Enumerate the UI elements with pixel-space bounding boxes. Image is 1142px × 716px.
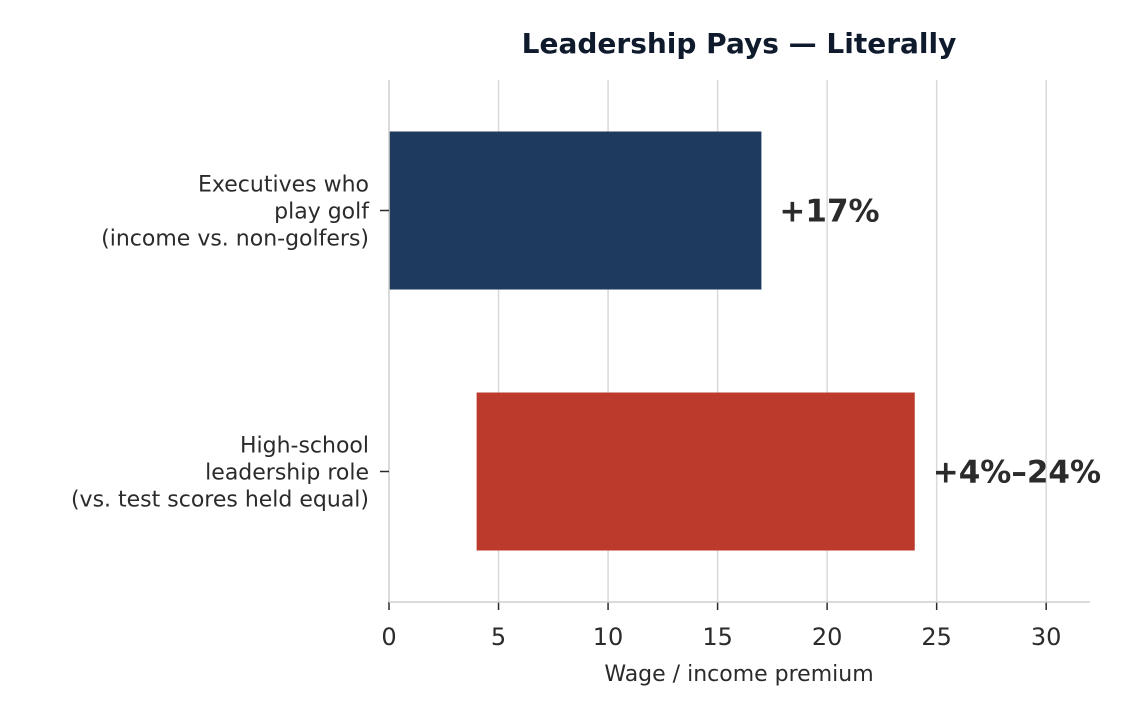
- axis-layer: 0 5 10 15 20 25 30: [380, 80, 1090, 651]
- chart-title: Leadership Pays — Literally: [522, 27, 957, 60]
- category-label-0: Executives who play golf (income vs. non-g…: [101, 173, 370, 252]
- category-label-line: (vs. test scores held equal): [71, 488, 369, 513]
- x-tick-label-3: 15: [702, 623, 733, 651]
- x-tick-label-0: 0: [381, 623, 396, 651]
- category-label-line: High-school: [240, 434, 369, 459]
- x-tick-label-2: 10: [593, 623, 624, 651]
- category-label-1: High-school leadership role (vs. test scor…: [71, 434, 369, 513]
- x-tick-label-1: 5: [491, 623, 506, 651]
- data-label-1: +4%–24%: [933, 455, 1101, 491]
- x-tick-label-5: 25: [921, 623, 952, 651]
- category-label-line: Executives who: [198, 173, 369, 198]
- bars-layer: [389, 131, 915, 551]
- x-tick-label-4: 20: [812, 623, 843, 651]
- category-label-line: (income vs. non-golfers): [101, 227, 369, 252]
- category-label-line: play golf: [274, 200, 370, 225]
- data-label-0: +17%: [779, 194, 879, 230]
- x-tick-label-6: 30: [1031, 623, 1062, 651]
- labels-layer: Executives who play golf (income vs. non-g…: [71, 173, 1101, 513]
- x-axis-label: Wage / income premium: [604, 662, 873, 687]
- bar-0: [389, 131, 762, 290]
- category-label-line: leadership role: [205, 461, 369, 486]
- bar-1: [476, 392, 915, 551]
